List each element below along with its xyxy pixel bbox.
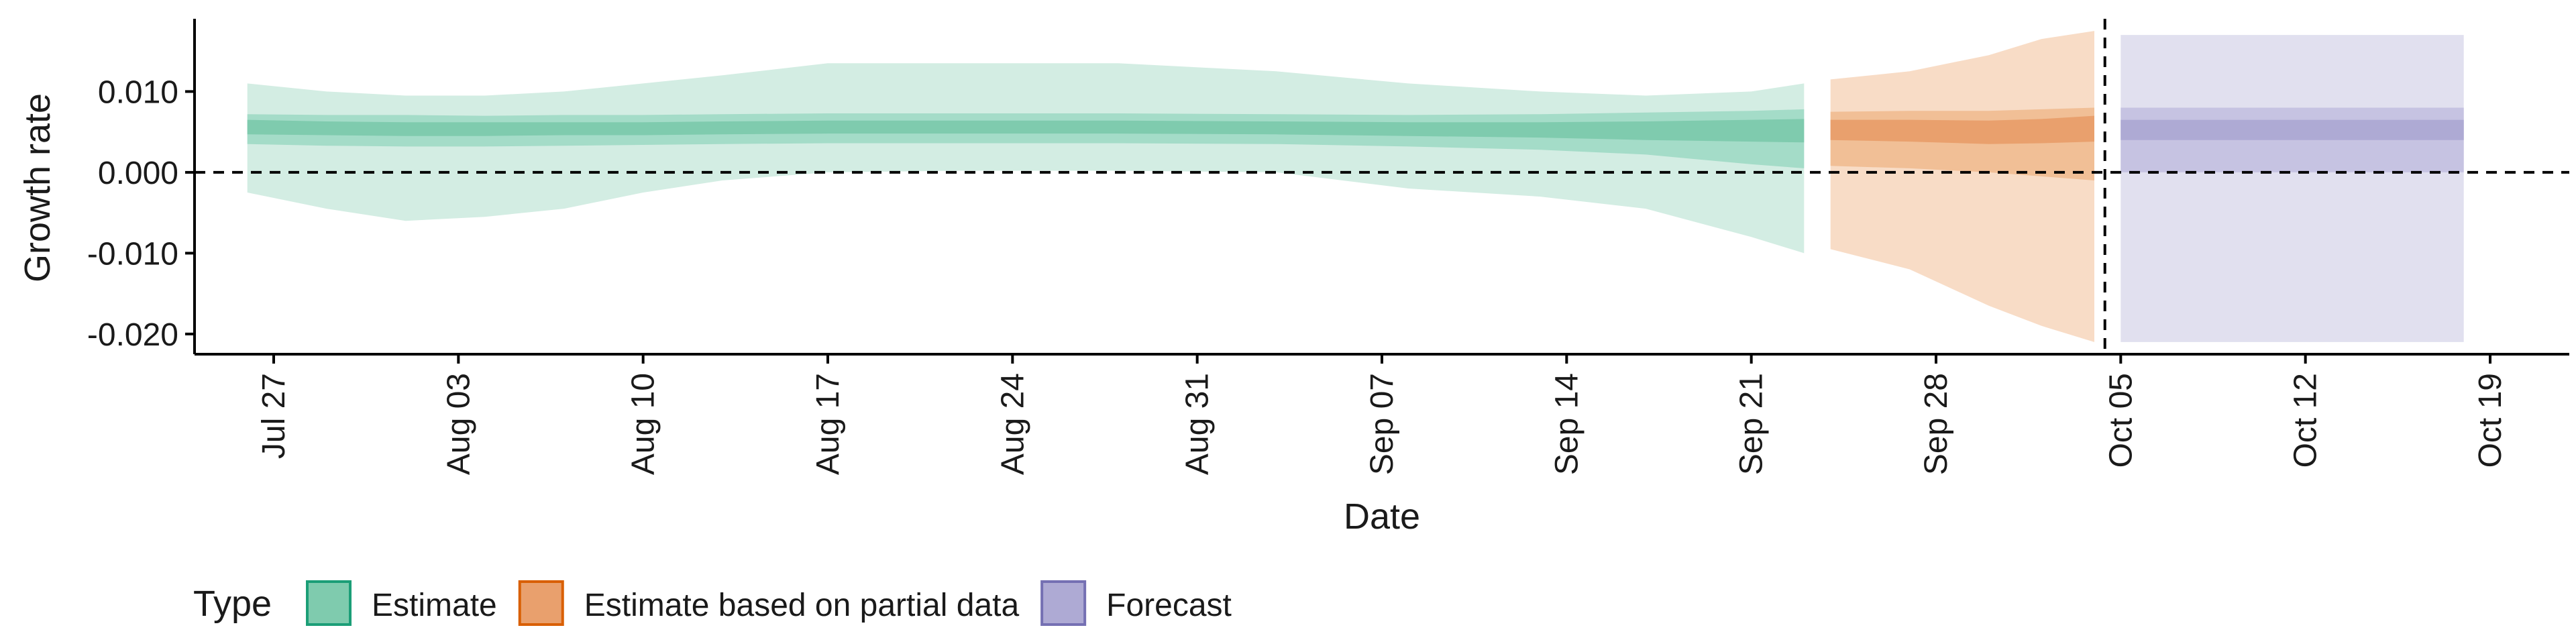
x-axis-title: Date — [1344, 496, 1420, 537]
x-tick-label: Sep 07 — [1364, 373, 1400, 475]
legend-label: Estimate — [372, 588, 497, 623]
legend-swatch — [518, 580, 564, 626]
y-tick-label: -0.010 — [87, 236, 178, 272]
x-tick-label: Sep 28 — [1919, 373, 1954, 475]
legend: Type Estimate Estimate based on partial d… — [193, 580, 1232, 626]
x-tick-label: Oct 05 — [2103, 373, 2139, 468]
y-tick-label: -0.020 — [87, 317, 178, 353]
legend-swatch — [1040, 580, 1087, 626]
legend-swatch — [306, 580, 352, 626]
y-axis-ticks: -0.020 -0.010 0.000 0.010 — [87, 74, 195, 353]
forecast-band-inner — [2121, 119, 2464, 140]
forecast-band-outer — [2121, 35, 2464, 342]
x-tick-label: Aug 31 — [1180, 373, 1216, 475]
legend-label: Forecast — [1106, 588, 1232, 623]
x-tick-label: Sep 21 — [1734, 373, 1770, 475]
estimate-band-outer — [247, 63, 1805, 254]
y-tick-label: 0.010 — [98, 74, 178, 110]
estimate-band-inner — [247, 119, 1805, 143]
y-axis-title: Growth rate — [17, 93, 58, 282]
x-tick-label: Oct 12 — [2288, 373, 2324, 468]
y-tick-label: 0.000 — [98, 156, 178, 191]
uncertainty-bands — [247, 31, 2464, 342]
x-tick-label: Aug 03 — [441, 373, 476, 475]
estimate-based-on-partial-data-band-inner — [1830, 115, 2094, 144]
legend-label: Estimate based on partial data — [584, 588, 1020, 623]
x-tick-label: Aug 24 — [995, 373, 1030, 475]
x-tick-label: Oct 19 — [2473, 373, 2508, 468]
x-tick-label: Sep 14 — [1549, 373, 1585, 475]
x-tick-label: Jul 27 — [256, 373, 292, 459]
x-tick-label: Aug 10 — [626, 373, 661, 475]
estimate-based-on-partial-data-band-outer — [1830, 31, 2094, 342]
x-tick-label: Aug 17 — [810, 373, 846, 475]
x-axis-ticks: Jul 27 Aug 03 Aug 10 Aug 17 Aug 24 Aug 31 Sep … — [256, 354, 2508, 475]
legend-title: Type — [193, 584, 272, 624]
axes: -0.020 -0.010 0.000 0.010 Jul 27 Aug 03 Aug 1… — [87, 19, 2569, 475]
